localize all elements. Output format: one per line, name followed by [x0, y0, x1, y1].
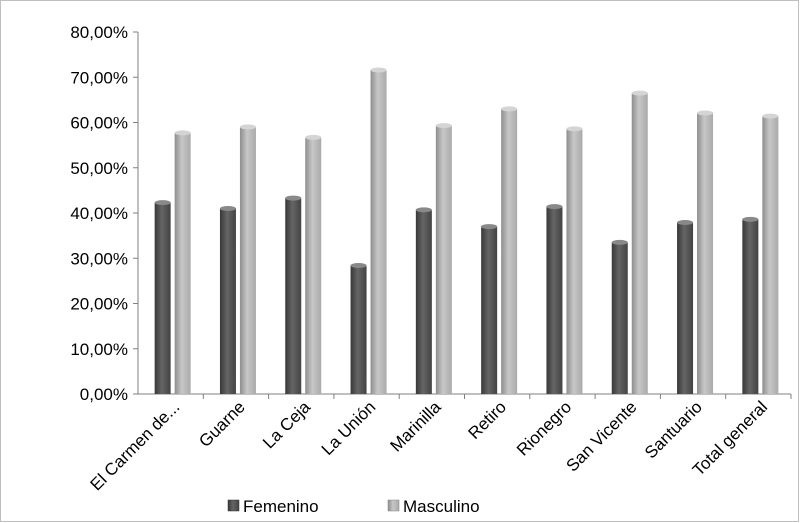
x-tick-label: El Carmen de... [87, 397, 184, 494]
legend-swatch-femenino [227, 499, 240, 512]
bar-cap-femenino-0 [154, 200, 171, 206]
bar-cap-masculino-3 [370, 67, 387, 73]
bar-femenino-5 [481, 226, 498, 394]
x-tick-label: Santuario [641, 397, 706, 462]
bar-cap-femenino-1 [219, 205, 236, 211]
bar-masculino-1 [239, 127, 256, 395]
bar-masculino-0 [174, 132, 191, 394]
y-tick-label: 0,00% [80, 385, 128, 404]
bar-cap-masculino-2 [305, 134, 322, 140]
bar-masculino-7 [631, 93, 648, 395]
bar-cap-masculino-7 [631, 90, 648, 96]
y-tick-label: 60,00% [70, 114, 128, 133]
x-tick-label: Rionegro [513, 397, 575, 459]
x-tick-label: La Unión [318, 397, 380, 459]
bar-cap-femenino-4 [415, 207, 432, 213]
bar-cap-masculino-0 [174, 130, 191, 136]
bar-masculino-4 [435, 125, 452, 394]
bar-cap-masculino-6 [566, 126, 583, 132]
bar-cap-femenino-3 [350, 262, 367, 268]
bar-cap-masculino-5 [501, 106, 518, 112]
bar-cap-femenino-9 [742, 216, 759, 222]
y-tick-label: 30,00% [70, 249, 128, 268]
x-tick-label: Marinilla [386, 397, 445, 456]
bar-femenino-7 [611, 242, 628, 394]
bar-masculino-2 [305, 137, 322, 394]
bar-cap-femenino-6 [546, 204, 563, 210]
bar-femenino-8 [677, 222, 694, 394]
legend-label-masculino: Masculino [403, 497, 480, 516]
bar-femenino-1 [219, 208, 236, 394]
x-tick-label: La Ceja [259, 397, 314, 452]
bar-femenino-6 [546, 206, 563, 394]
bar-masculino-6 [566, 128, 583, 394]
y-tick-label: 40,00% [70, 204, 128, 223]
bar-masculino-8 [697, 112, 714, 394]
x-tick-label: Guarne [195, 397, 249, 451]
legend-label-femenino: Femenino [243, 497, 319, 516]
x-tick-label: Retiro [464, 397, 510, 443]
bar-cap-femenino-8 [677, 220, 694, 226]
bar-cap-femenino-7 [611, 239, 628, 245]
bar-femenino-4 [415, 209, 432, 394]
bar-femenino-2 [285, 198, 302, 394]
y-tick-label: 70,00% [70, 68, 128, 87]
bar-cap-masculino-4 [435, 123, 452, 129]
y-tick-label: 80,00% [70, 23, 128, 42]
legend-swatch-masculino [387, 499, 400, 512]
bar-femenino-3 [350, 265, 367, 394]
y-tick-label: 10,00% [70, 340, 128, 359]
y-tick-label: 50,00% [70, 159, 128, 178]
bar-cap-masculino-8 [697, 110, 714, 116]
bar-cap-femenino-2 [285, 195, 302, 201]
bar-masculino-9 [762, 116, 779, 394]
bar-masculino-5 [501, 108, 518, 395]
bar-cap-femenino-5 [481, 224, 498, 230]
bar-femenino-9 [742, 219, 759, 394]
y-tick-label: 20,00% [70, 295, 128, 314]
bar-femenino-0 [154, 202, 171, 394]
bar-cap-masculino-1 [239, 124, 256, 130]
bar-masculino-3 [370, 70, 387, 394]
bar-cap-masculino-9 [762, 113, 779, 119]
x-tick-label: San Vicente [563, 397, 641, 475]
